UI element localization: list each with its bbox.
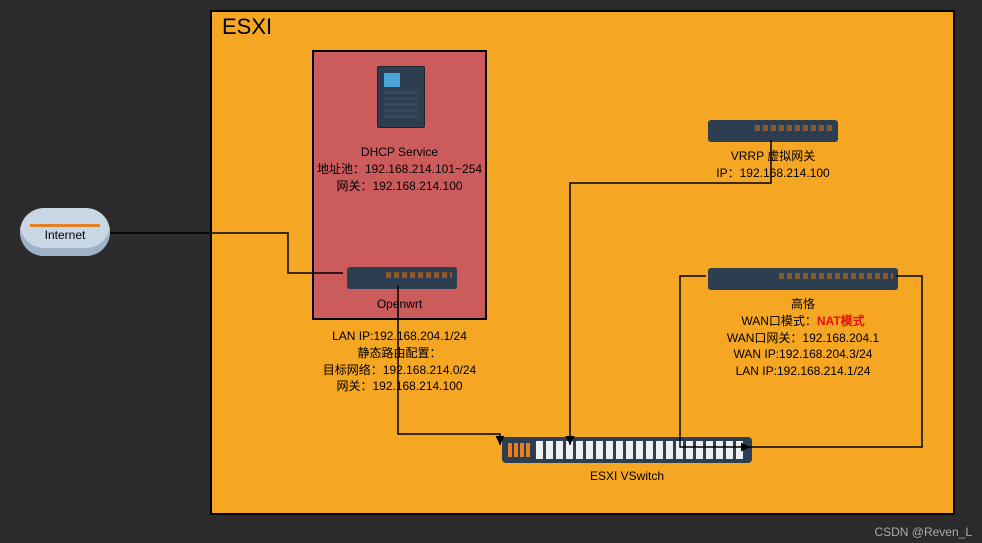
gaoge-wan-ip: WAN IP:192.168.204.3/24 <box>663 346 943 363</box>
gaoge-title: 高恪 <box>663 296 943 313</box>
openwrt-label: Openwrt <box>314 296 485 313</box>
openwrt-lan-ip: LAN IP:192.168.204.1/24 <box>312 328 487 345</box>
openwrt-config: LAN IP:192.168.204.1/24 静态路由配置： 目标网络：192… <box>312 328 487 395</box>
vswitch-icon <box>502 437 752 463</box>
cloud-bar <box>30 224 100 227</box>
dhcp-container: DHCP Service 地址池：192.168.214.101~254 网关：… <box>312 50 487 320</box>
gaoge-wan-mode: WAN口模式：NAT模式 <box>663 313 943 330</box>
esxi-container: ESXI DHCP Service 地址池：192.168.214.101~25… <box>210 10 955 515</box>
openwrt-static-net: 目标网络：192.168.214.0/24 <box>312 362 487 379</box>
gaoge-text: 高恪 WAN口模式：NAT模式 WAN口网关：192.168.204.1 WAN… <box>663 296 943 380</box>
vrrp-router-icon <box>708 120 838 142</box>
dhcp-text: DHCP Service 地址池：192.168.214.101~254 网关：… <box>314 144 485 194</box>
watermark: CSDN @Reven_L <box>874 525 972 539</box>
gaoge-wan-gw: WAN口网关：192.168.204.1 <box>663 330 943 347</box>
vrrp-title: VRRP 虚拟网关 <box>658 148 888 165</box>
vrrp-text: VRRP 虚拟网关 IP：192.168.214.100 <box>658 148 888 182</box>
openwrt-router-icon <box>347 267 457 289</box>
gaoge-wan-mode-label: WAN口模式： <box>741 314 817 328</box>
esxi-title: ESXI <box>222 14 272 40</box>
gaoge-wan-mode-value: NAT模式 <box>817 314 865 328</box>
internet-label: Internet <box>20 228 110 242</box>
vrrp-ip: IP：192.168.214.100 <box>658 165 888 182</box>
openwrt-static-title: 静态路由配置： <box>312 345 487 362</box>
vswitch-label: ESXI VSwitch <box>502 468 752 485</box>
gaoge-router-icon <box>708 268 898 290</box>
server-icon <box>377 66 425 128</box>
gaoge-lan-ip: LAN IP:192.168.214.1/24 <box>663 363 943 380</box>
dhcp-pool: 地址池：192.168.214.101~254 <box>314 161 485 178</box>
dhcp-gw: 网关：192.168.214.100 <box>314 178 485 195</box>
openwrt-static-gw: 网关：192.168.214.100 <box>312 378 487 395</box>
dhcp-title: DHCP Service <box>314 144 485 161</box>
